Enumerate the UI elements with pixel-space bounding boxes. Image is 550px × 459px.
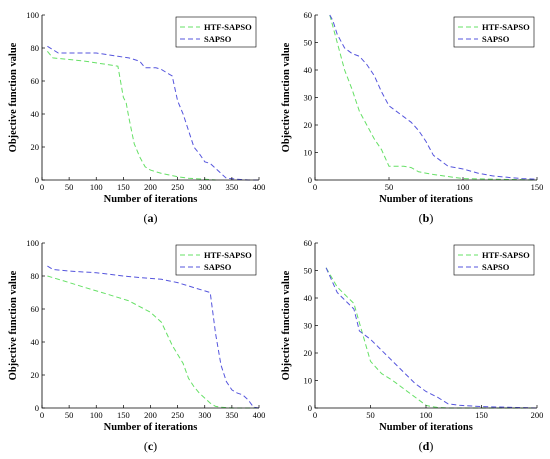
panel-label: (a) <box>144 211 158 225</box>
x-tick-label: 250 <box>171 182 184 192</box>
series-line-sapso <box>329 14 538 180</box>
y-tick-label: 20 <box>304 120 313 130</box>
x-tick-label: 100 <box>420 410 433 420</box>
y-tick-label: 60 <box>304 238 313 248</box>
y-tick-label: 0 <box>308 403 312 413</box>
y-tick-label: 60 <box>31 304 40 314</box>
y-tick-label: 10 <box>304 148 313 158</box>
x-tick-label: 100 <box>90 182 103 192</box>
x-tick-label: 50 <box>65 410 74 420</box>
x-tick-label: 50 <box>385 182 394 192</box>
y-tick-label: 60 <box>304 10 313 20</box>
y-tick-label: 30 <box>304 321 313 331</box>
x-tick-label: 300 <box>198 182 211 192</box>
y-tick-label: 40 <box>304 293 313 303</box>
legend: HTF-SAPSO SAPSO <box>175 244 257 276</box>
x-tick-label: 100 <box>90 410 103 420</box>
x-tick-label: 150 <box>117 410 130 420</box>
legend-box <box>453 244 535 276</box>
series-line-sapso <box>47 45 259 181</box>
legend-box <box>175 244 257 276</box>
legend-entry: HTF-SAPSO <box>482 250 530 260</box>
legend-entry: SAPSO <box>482 262 510 272</box>
x-tick-label: 350 <box>226 182 239 192</box>
x-axis-title: Number of iterations <box>379 422 473 433</box>
x-tick-label: 0 <box>40 182 44 192</box>
x-tick-label: 250 <box>171 410 184 420</box>
y-axis-title: Objective function value <box>281 42 292 152</box>
y-tick-label: 20 <box>31 142 40 152</box>
y-tick-label: 0 <box>308 175 312 185</box>
y-tick-label: 100 <box>26 238 39 248</box>
x-tick-label: 0 <box>40 410 44 420</box>
series-line-htf-sapso <box>47 50 216 181</box>
y-tick-label: 0 <box>35 403 39 413</box>
legend-entry: HTF-SAPSO <box>204 22 252 32</box>
x-tick-label: 0 <box>313 182 317 192</box>
legend-box <box>175 16 257 48</box>
y-tick-label: 60 <box>31 76 40 86</box>
x-tick-label: 400 <box>253 410 266 420</box>
x-tick-label: 50 <box>366 410 375 420</box>
y-tick-label: 100 <box>26 10 39 20</box>
series-line-htf-sapso <box>329 14 538 181</box>
legend-entry: SAPSO <box>204 262 232 272</box>
x-axis-title: Number of iterations <box>379 194 473 205</box>
legend-entry: SAPSO <box>482 34 510 44</box>
y-tick-label: 40 <box>31 109 40 119</box>
panel-label: (d) <box>419 439 434 453</box>
y-axis-title: Objective function value <box>8 270 19 380</box>
y-tick-label: 50 <box>304 266 313 276</box>
legend-box <box>453 16 535 48</box>
series-line-htf-sapso <box>47 275 259 409</box>
chart-panel-d: 0 50 100 150 200 0 10 20 30 40 50 60 Number of itera… <box>281 238 543 453</box>
x-tick-label: 300 <box>198 410 211 420</box>
y-axis-title: Objective function value <box>8 42 19 152</box>
y-tick-label: 80 <box>31 271 40 281</box>
x-tick-label: 50 <box>65 182 74 192</box>
series-line-sapso <box>47 265 260 409</box>
x-tick-label: 150 <box>531 182 544 192</box>
y-tick-label: 20 <box>31 370 40 380</box>
chart-panel-a: 0 50 100 150 200 250 300 350 400020406080100Numb… <box>8 10 265 225</box>
panel-label: (b) <box>419 211 434 225</box>
x-tick-label: 200 <box>144 410 157 420</box>
y-tick-label: 10 <box>304 376 313 386</box>
legend: HTF-SAPSO SAPSO <box>453 244 535 276</box>
series-line-sapso <box>325 267 538 409</box>
x-axis-title: Number of iterations <box>104 422 198 433</box>
y-tick-label: 80 <box>31 43 40 53</box>
legend: HTF-SAPSO SAPSO <box>175 16 257 48</box>
x-tick-label: 400 <box>253 182 266 192</box>
y-tick-label: 30 <box>304 93 313 103</box>
x-tick-label: 200 <box>531 410 544 420</box>
y-tick-label: 0 <box>35 175 39 185</box>
y-tick-label: 50 <box>304 38 313 48</box>
series-line-htf-sapso <box>325 267 537 409</box>
legend-entry: HTF-SAPSO <box>482 22 530 32</box>
x-tick-label: 200 <box>144 182 157 192</box>
y-tick-label: 40 <box>31 337 40 347</box>
x-tick-label: 0 <box>313 410 317 420</box>
legend-entry: SAPSO <box>204 34 232 44</box>
legend: HTF-SAPSO SAPSO <box>453 16 535 48</box>
x-tick-label: 100 <box>457 182 470 192</box>
legend-entry: HTF-SAPSO <box>204 250 252 260</box>
x-axis-title: Number of iterations <box>104 194 198 205</box>
chart-panel-c: 0 50 100 150 200 250 300 350 400020406080100Numb… <box>8 238 265 453</box>
panel-label: (c) <box>144 439 157 453</box>
y-tick-label: 40 <box>304 65 313 75</box>
x-tick-label: 350 <box>226 410 239 420</box>
y-tick-label: 20 <box>304 348 313 358</box>
x-tick-label: 150 <box>475 410 488 420</box>
x-tick-label: 150 <box>117 182 130 192</box>
y-axis-title: Objective function value <box>281 270 292 380</box>
chart-panel-b: 0 50 100 150 0 10 20 30 40 50 60 Number of iteratio… <box>281 10 543 225</box>
